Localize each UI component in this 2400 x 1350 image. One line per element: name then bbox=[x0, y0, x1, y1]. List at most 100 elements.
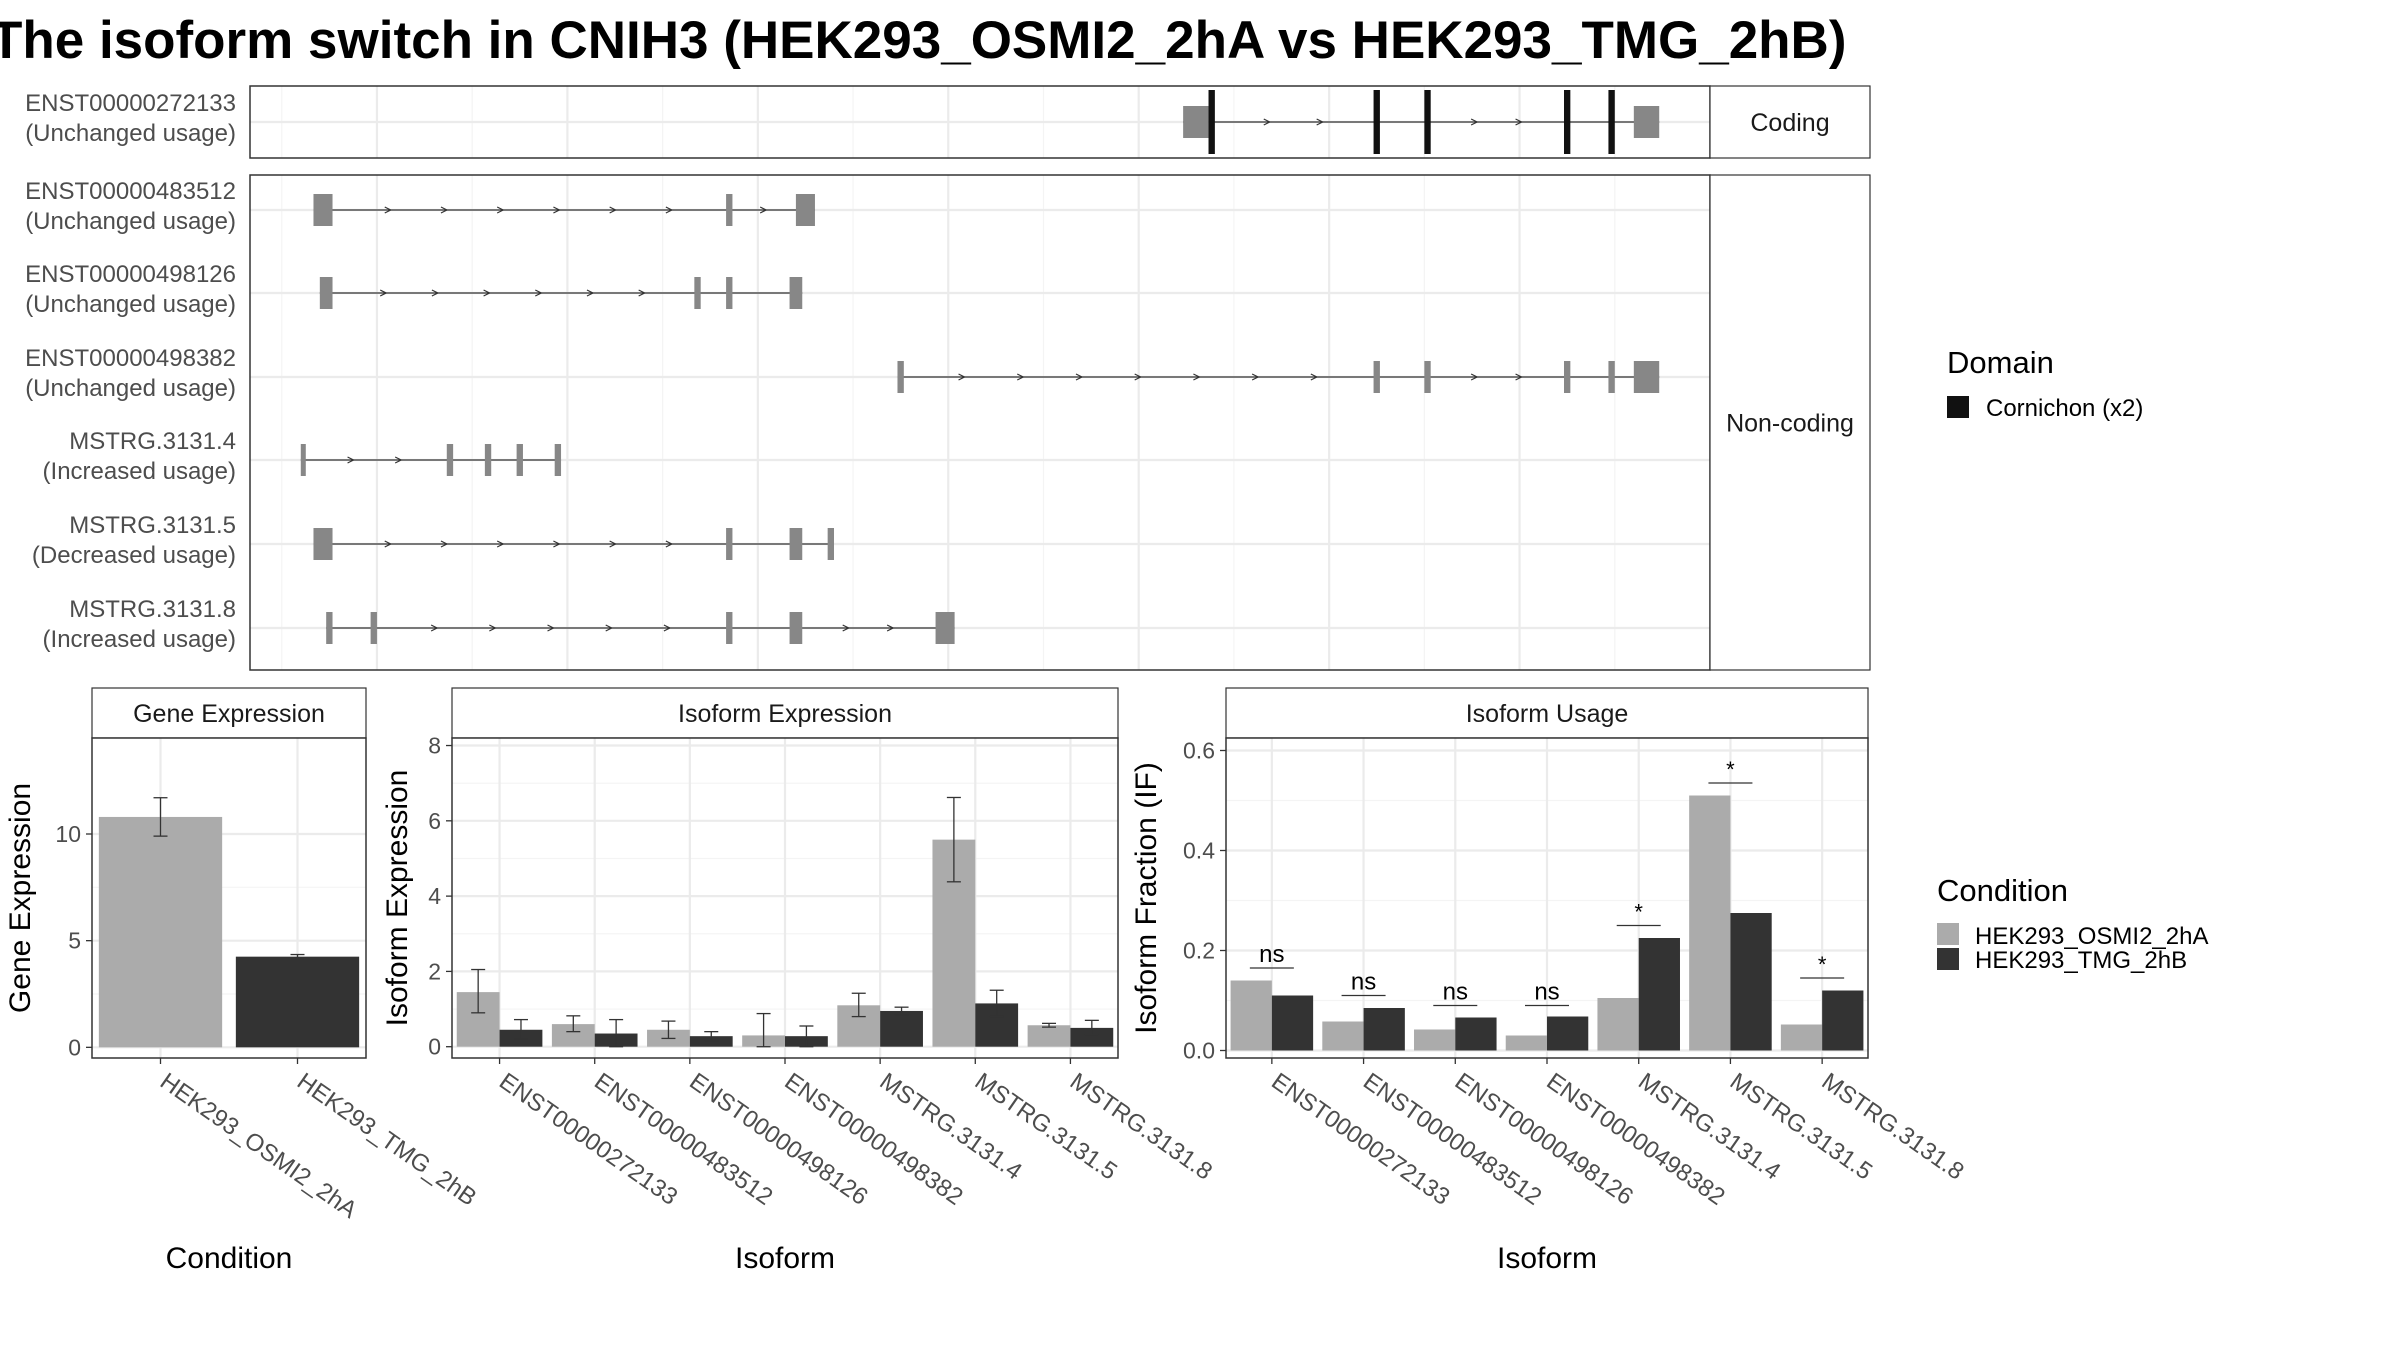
bar bbox=[1230, 980, 1272, 1051]
bar bbox=[880, 1010, 923, 1047]
bar bbox=[1547, 1016, 1589, 1051]
transcript-usage-label: (Increased usage) bbox=[43, 626, 236, 653]
direction-arrow bbox=[496, 540, 505, 548]
direction-arrow bbox=[665, 206, 674, 214]
exon bbox=[446, 444, 454, 476]
y-tick-label: 0.2 bbox=[1183, 938, 1215, 964]
transcript-id-label: MSTRG.3131.8 bbox=[69, 596, 236, 623]
bar bbox=[1322, 1021, 1364, 1051]
transcript-id-label: ENST00000498126 bbox=[25, 261, 236, 288]
bar bbox=[98, 816, 223, 1048]
x-tick-label: ENST00000483512 bbox=[589, 1068, 777, 1211]
direction-arrow bbox=[1134, 373, 1143, 381]
exon bbox=[1633, 106, 1660, 138]
domain-legend-title: Domain bbox=[1947, 345, 2054, 380]
direction-arrow bbox=[665, 540, 674, 548]
direction-arrow bbox=[379, 289, 388, 297]
panel-strip bbox=[1225, 687, 1869, 739]
bar bbox=[1363, 1008, 1405, 1051]
direction-arrow bbox=[489, 624, 497, 632]
exon bbox=[313, 528, 333, 560]
exon-coding bbox=[1208, 90, 1215, 154]
significance-label: * bbox=[1634, 900, 1643, 925]
exon bbox=[935, 612, 955, 644]
direction-arrow bbox=[958, 373, 966, 381]
direction-arrow bbox=[347, 456, 355, 464]
direction-arrow bbox=[430, 624, 439, 632]
bar bbox=[1455, 1017, 1497, 1051]
x-tick-label: ENST00000498382 bbox=[780, 1068, 968, 1211]
facet-strip bbox=[1709, 85, 1871, 159]
significance-label: ns bbox=[1351, 969, 1376, 996]
transcript-usage-label: (Unchanged usage) bbox=[25, 120, 236, 147]
y-tick-label: 8 bbox=[428, 733, 441, 759]
y-axis-label: Gene Expression bbox=[4, 783, 37, 1013]
exon bbox=[789, 277, 803, 309]
exon bbox=[313, 194, 333, 226]
exon bbox=[1633, 361, 1660, 393]
facet-label: Non-coding bbox=[1726, 410, 1854, 438]
direction-arrow bbox=[1016, 373, 1025, 381]
exon bbox=[726, 612, 733, 644]
direction-arrow bbox=[1193, 373, 1201, 381]
direction-arrow bbox=[1470, 118, 1479, 126]
transcript-id-label: MSTRG.3131.4 bbox=[69, 428, 236, 455]
bar bbox=[1730, 913, 1772, 1051]
significance-label: * bbox=[1818, 952, 1827, 977]
y-axis-label: Isoform Expression bbox=[381, 770, 414, 1027]
panel-title: Isoform Usage bbox=[1466, 700, 1629, 728]
x-axis-label: Isoform bbox=[735, 1242, 835, 1275]
condition-legend-label: HEK293_OSMI2_2hA bbox=[1975, 923, 2208, 950]
exon bbox=[789, 612, 803, 644]
y-tick-label: 6 bbox=[428, 808, 441, 834]
x-axis-label: Condition bbox=[166, 1242, 293, 1275]
direction-arrow bbox=[394, 456, 403, 464]
exon bbox=[795, 194, 815, 226]
direction-arrow bbox=[553, 540, 561, 548]
exon bbox=[326, 612, 333, 644]
significance-label: * bbox=[1726, 757, 1735, 782]
significance-label: ns bbox=[1259, 941, 1284, 968]
bar bbox=[1505, 1035, 1547, 1051]
bar bbox=[1414, 1029, 1456, 1051]
panel-strip bbox=[451, 687, 1119, 739]
exon bbox=[1373, 361, 1380, 393]
bar bbox=[1070, 1027, 1114, 1047]
y-tick-label: 10 bbox=[55, 821, 81, 847]
bar bbox=[1822, 990, 1864, 1051]
y-tick-label: 0.0 bbox=[1183, 1038, 1215, 1064]
legends: Domain Cornichon (x2) Condition HEK293_OSMI… bbox=[1937, 345, 2208, 974]
transcript-usage-label: (Decreased usage) bbox=[32, 542, 236, 569]
direction-arrow bbox=[605, 624, 614, 632]
y-axis-label: Isoform Fraction (IF) bbox=[1130, 762, 1163, 1034]
direction-arrow bbox=[609, 206, 617, 214]
direction-arrow bbox=[663, 624, 672, 632]
direction-arrow bbox=[483, 289, 491, 297]
direction-arrow bbox=[609, 540, 617, 548]
direction-arrow bbox=[1470, 373, 1479, 381]
transcript-id-label: MSTRG.3131.5 bbox=[69, 512, 236, 539]
transcript-usage-label: (Unchanged usage) bbox=[25, 375, 236, 402]
exon-coding bbox=[1373, 90, 1380, 154]
panel-border bbox=[91, 737, 367, 1059]
direction-arrow bbox=[535, 289, 543, 297]
direction-arrow bbox=[384, 206, 393, 214]
panel-title: Gene Expression bbox=[133, 700, 325, 728]
domain-legend-swatch bbox=[1947, 396, 1969, 418]
direction-arrow bbox=[553, 206, 561, 214]
x-axis-label: Isoform bbox=[1497, 1242, 1597, 1275]
bar bbox=[1638, 938, 1680, 1051]
panel-strip bbox=[91, 687, 367, 739]
x-tick-label: ENST00000498126 bbox=[684, 1068, 872, 1211]
exon-coding bbox=[1564, 90, 1571, 154]
exon bbox=[726, 277, 733, 309]
transcript-id-label: ENST00000483512 bbox=[25, 178, 236, 205]
condition-legend-label: HEK293_TMG_2hB bbox=[1975, 947, 2187, 974]
exon bbox=[484, 444, 492, 476]
direction-arrow bbox=[1316, 118, 1325, 126]
direction-arrow bbox=[842, 624, 851, 632]
transcript-structure-panel: Coding Non-coding ENST00000272133 (Unchange… bbox=[25, 85, 1871, 671]
direction-arrow bbox=[1310, 373, 1319, 381]
